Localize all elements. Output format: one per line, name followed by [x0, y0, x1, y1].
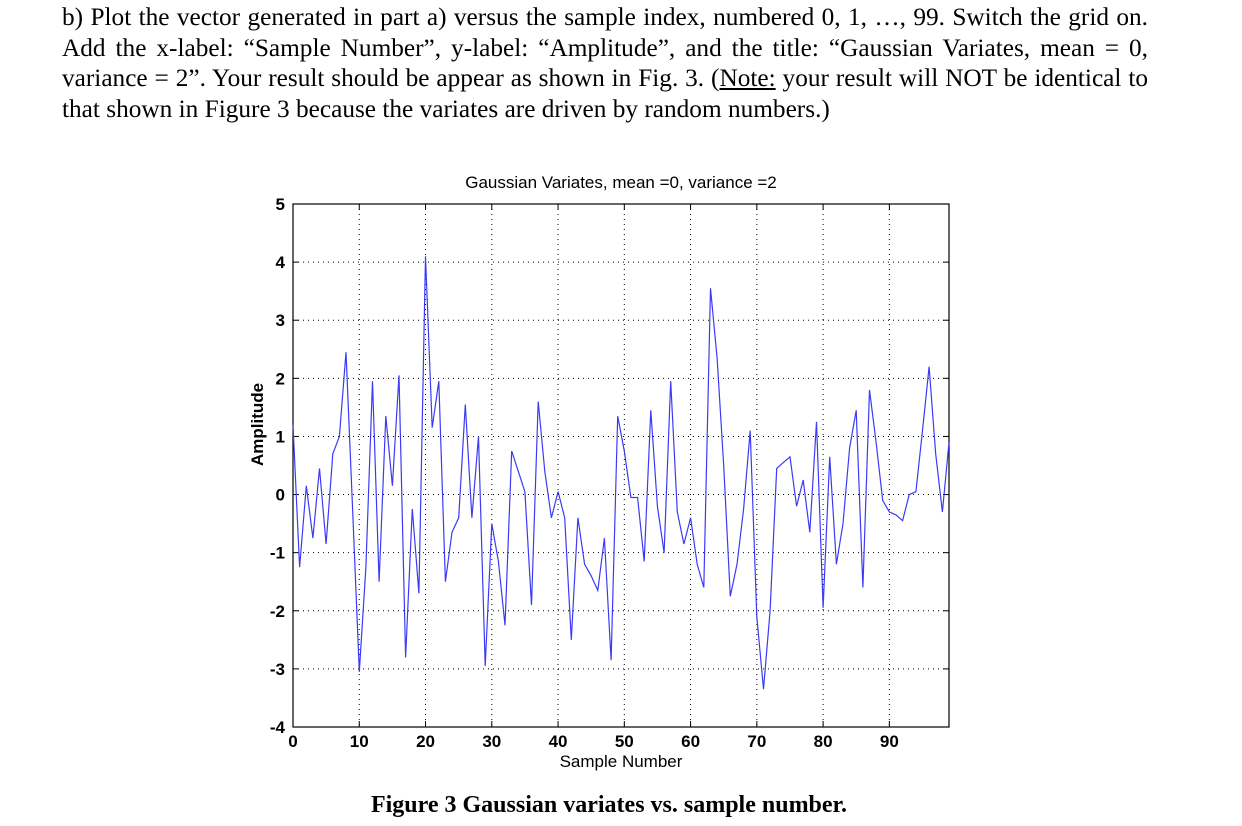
chart-title: Gaussian Variates, mean =0, variance =2	[465, 173, 777, 192]
y-tick-label: -1	[270, 544, 285, 563]
note-label: Note:	[719, 64, 776, 93]
x-tick-label: 70	[747, 732, 766, 751]
y-tick-label: 2	[276, 369, 285, 388]
x-tick-label: 20	[416, 732, 435, 751]
y-tick-label: -2	[270, 602, 285, 621]
plot-frame	[292, 203, 950, 728]
y-axis-label: Amplitude	[248, 382, 267, 466]
x-axis-label: Sample Number	[559, 752, 683, 771]
x-tick-label: 90	[880, 732, 899, 751]
y-tick-label: 4	[276, 253, 286, 272]
y-tick-label: 3	[276, 311, 285, 330]
y-tick-label: 0	[276, 486, 285, 505]
x-tick-label: 80	[814, 732, 833, 751]
x-tick-label: 30	[482, 732, 501, 751]
x-tick-label: 0	[288, 732, 297, 751]
y-tick-label: 1	[276, 427, 285, 446]
figure-caption: Figure 3 Gaussian variates vs. sample nu…	[370, 792, 848, 818]
data-series-line	[292, 256, 950, 690]
paragraph-text: b) Plot the vector generated in part a) …	[62, 3, 1148, 93]
x-tick-label: 10	[350, 732, 369, 751]
y-tick-label: -4	[270, 718, 286, 737]
instruction-paragraph: b) Plot the vector generated in part a) …	[62, 2, 1148, 124]
x-tick-label: 60	[681, 732, 700, 751]
x-tick-label: 40	[549, 732, 568, 751]
y-tick-label: 5	[276, 195, 285, 214]
y-tick-label: -3	[270, 660, 285, 679]
paragraph-text-continued: your result will NOT be identical to tha…	[62, 64, 1148, 123]
x-tick-label: 50	[615, 732, 634, 751]
